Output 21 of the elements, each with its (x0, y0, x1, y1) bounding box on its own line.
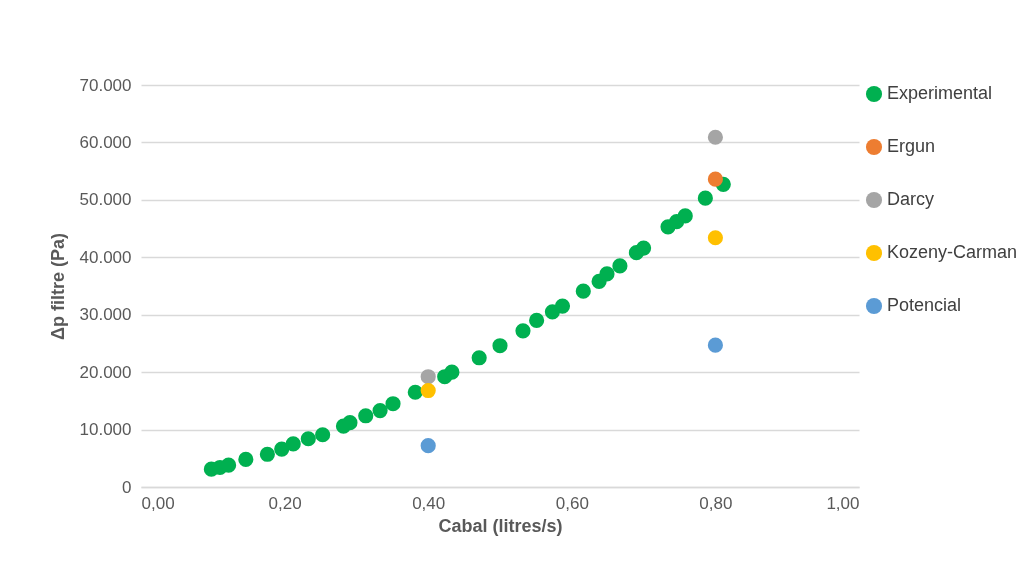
y-tick-label: 20.000 (79, 362, 132, 382)
x-tick-label: 0,40 (412, 493, 446, 513)
legend-label: Experimental (887, 83, 993, 103)
y-tick-label: 10.000 (79, 420, 132, 440)
legend-label: Ergun (887, 136, 936, 156)
x-axis-title: Cabal (litres/s) (438, 515, 563, 536)
y-axis-title: Δp filtre (Pa) (47, 233, 68, 340)
legend-label: Potencial (887, 295, 962, 315)
x-tick-label: 0,00 (141, 493, 175, 513)
x-tick-label: 0,20 (268, 493, 302, 513)
y-tick-label: 50.000 (79, 190, 132, 210)
x-tick-label: 1,00 (826, 493, 860, 513)
y-tick-label: 30.000 (79, 305, 132, 325)
y-tick-label: 70.000 (79, 75, 132, 95)
y-tick-label: 40.000 (79, 247, 132, 267)
y-tick-label: 60.000 (79, 132, 132, 152)
legend-label: Kozeny-Carman (887, 242, 1018, 262)
y-tick-label: 0 (122, 477, 132, 497)
x-tick-label: 0,80 (699, 493, 733, 513)
legend-label: Darcy (887, 189, 935, 209)
x-tick-label: 0,60 (555, 493, 589, 513)
